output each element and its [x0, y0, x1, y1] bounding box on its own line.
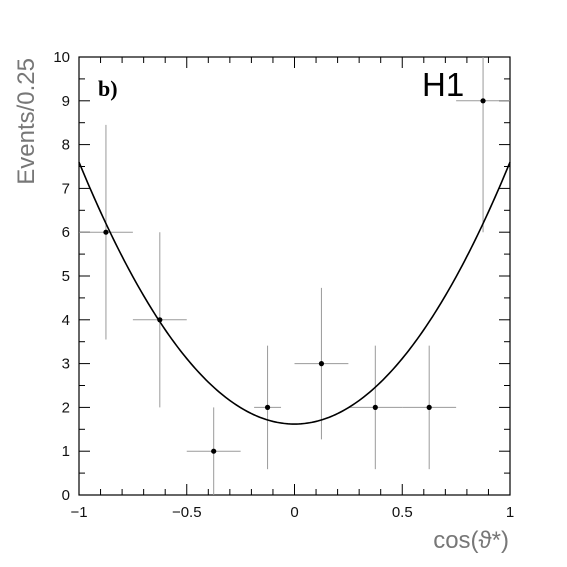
data-point: [211, 448, 217, 454]
x-tick-label: −1: [70, 504, 87, 521]
x-tick-label: 0.5: [392, 504, 413, 521]
x-tick-label: 1: [506, 504, 514, 521]
y-tick-label: 7: [62, 180, 70, 197]
fit-curve: [78, 161, 511, 425]
y-tick-label: 8: [62, 137, 70, 154]
data-point: [157, 317, 163, 323]
y-tick-label: 3: [62, 356, 70, 373]
y-tick-label: 10: [53, 49, 70, 66]
y-tick-label: 1: [62, 443, 70, 460]
x-axis-title: cos(ϑ*): [433, 527, 509, 554]
data-point: [264, 404, 271, 410]
plot-frame: [78, 56, 511, 496]
x-tick-label: −0.5: [172, 504, 202, 521]
y-tick-label: 4: [62, 312, 70, 329]
data-point: [480, 98, 486, 104]
panel-label: b): [98, 76, 118, 101]
y-axis-title: Events/0.25: [13, 58, 40, 185]
y-tick-label: 0: [62, 487, 70, 504]
y-tick-label: 5: [62, 268, 70, 285]
y-tick-label: 6: [62, 224, 70, 241]
x-tick-label: 0: [290, 504, 298, 521]
data-point: [426, 404, 432, 410]
experiment-label: H1: [422, 66, 464, 103]
data-point: [103, 229, 109, 235]
y-tick-label: 2: [62, 399, 70, 416]
y-tick-label: 9: [62, 93, 70, 110]
data-point: [372, 404, 378, 410]
data-point: [318, 361, 325, 367]
